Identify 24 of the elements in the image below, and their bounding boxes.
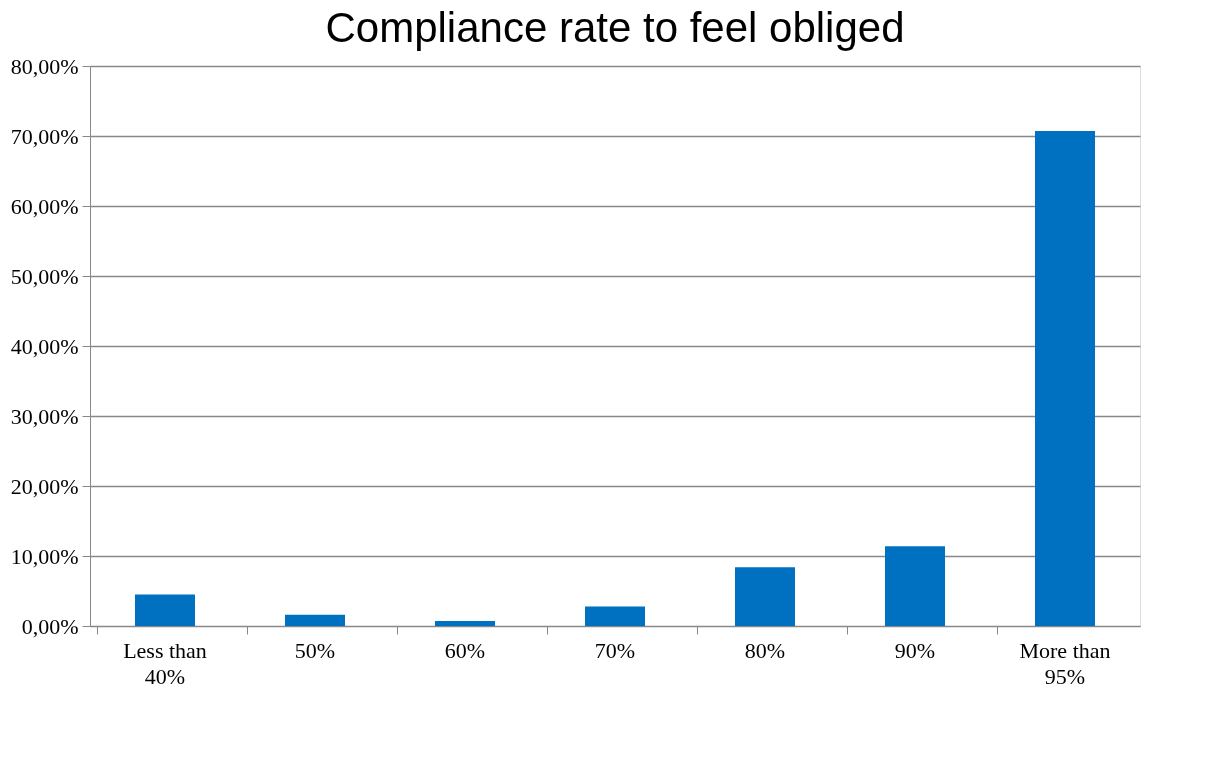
bar: [1035, 131, 1095, 626]
x-tick-label: 70%: [594, 637, 636, 663]
chart-title: Compliance rate to feel obliged: [325, 4, 905, 51]
y-tick-label: 40,00%: [10, 333, 79, 359]
y-tick-label: 50,00%: [10, 263, 79, 289]
x-tick-label: 60%: [444, 637, 486, 663]
bar: [585, 606, 645, 626]
bar: [285, 614, 345, 626]
y-tick-label: 30,00%: [10, 403, 79, 429]
y-tick-label: 80,00%: [10, 53, 79, 79]
bar: [885, 546, 945, 626]
x-tick-label: 90%: [894, 637, 936, 663]
bar: [435, 621, 495, 626]
x-tick-label: More than 95%: [1019, 637, 1111, 689]
y-tick-label: 70,00%: [10, 123, 79, 149]
bar: [735, 567, 795, 626]
y-tick-label: 0,00%: [21, 613, 79, 639]
y-tick-label: 10,00%: [10, 543, 79, 569]
y-tick-label: 60,00%: [10, 193, 79, 219]
x-tick-label: 80%: [744, 637, 786, 663]
bar: [135, 594, 195, 626]
x-tick-label: 50%: [294, 637, 336, 663]
y-tick-label: 20,00%: [10, 473, 79, 499]
x-tick-label: Less than 40%: [123, 637, 207, 689]
